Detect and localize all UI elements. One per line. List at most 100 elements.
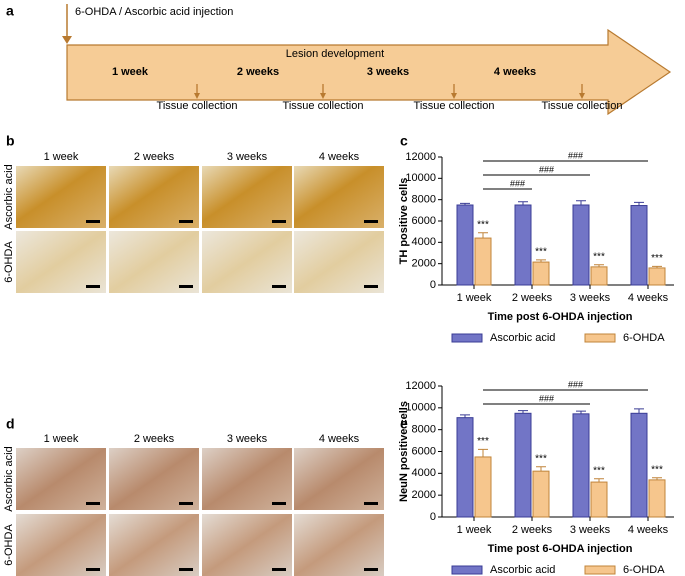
column-label: 4 weeks: [319, 433, 360, 445]
x-tick-label: 3 weeks: [570, 524, 611, 536]
collection-arrow-head: [451, 93, 457, 99]
bar: [532, 470, 550, 518]
column-label: 3 weeks: [227, 433, 268, 445]
micrograph: [16, 448, 106, 510]
collection-label: Tissue collection: [283, 100, 364, 112]
error-bar: [460, 414, 470, 418]
arrow-label: Lesion development: [286, 48, 384, 60]
x-tick-label: 4 weeks: [628, 292, 669, 304]
y-tick-label: 4000: [412, 467, 436, 479]
y-tick-label: 8000: [412, 194, 436, 206]
micrograph: [294, 166, 384, 228]
bracket-label: ###: [568, 379, 583, 389]
x-tick-label: 2 weeks: [512, 292, 553, 304]
collection-label: Tissue collection: [157, 100, 238, 112]
scale-bar: [86, 502, 100, 505]
error-bar: [518, 201, 528, 205]
legend-swatch: [451, 333, 483, 343]
bar: [514, 412, 532, 518]
row-label: Ascorbic acid: [3, 164, 15, 229]
column-label: 4 weeks: [319, 151, 360, 163]
bar: [514, 204, 532, 286]
significance: ***: [593, 465, 605, 476]
bar: [456, 204, 474, 286]
legend-swatch: [584, 333, 616, 343]
error-bar: [652, 265, 662, 268]
scale-bar: [272, 502, 286, 505]
x-tick-label: 3 weeks: [570, 292, 611, 304]
bar: [474, 237, 492, 286]
micrograph: [109, 231, 199, 293]
error-bar: [576, 410, 586, 414]
scale-bar: [86, 285, 100, 288]
micrograph: [294, 514, 384, 576]
micrograph: [202, 231, 292, 293]
scale-bar: [86, 220, 100, 223]
bar: [572, 204, 590, 286]
x-tick-label: 4 weeks: [628, 524, 669, 536]
significance: ***: [593, 251, 605, 262]
micrograph: [16, 231, 106, 293]
bar: [532, 261, 550, 286]
x-tick-label: 1 week: [457, 292, 492, 304]
column-label: 2 weeks: [134, 151, 175, 163]
row-label: 6-OHDA: [3, 241, 15, 283]
scale-bar: [364, 568, 378, 571]
bar: [572, 413, 590, 518]
bracket-label: ###: [539, 164, 554, 174]
injection-arrow-head: [62, 36, 72, 44]
legend-label: 6-OHDA: [623, 332, 665, 344]
bar: [630, 205, 648, 286]
micrograph: [202, 514, 292, 576]
x-tick-label: 2 weeks: [512, 524, 553, 536]
micrograph: [109, 166, 199, 228]
significance: ***: [651, 464, 663, 475]
bar: [474, 456, 492, 518]
error-bar: [536, 466, 546, 472]
error-bar: [460, 202, 470, 205]
bar: [648, 479, 666, 518]
y-tick-label: 10000: [405, 172, 436, 184]
scale-bar: [179, 502, 193, 505]
error-bar: [594, 478, 604, 483]
micrograph: [202, 166, 292, 228]
error-bar: [634, 408, 644, 414]
panel-label: e: [400, 416, 408, 432]
row-label: Ascorbic acid: [3, 446, 15, 511]
y-tick-label: 0: [430, 279, 436, 291]
significance: ***: [535, 247, 547, 258]
collection-label: Tissue collection: [542, 100, 623, 112]
panel-label: a: [6, 3, 14, 19]
collection-arrow-head: [320, 93, 326, 99]
micrograph: [294, 231, 384, 293]
injection-label: 6-OHDA / Ascorbic acid injection: [75, 6, 233, 18]
y-axis-title: TH positive cells: [398, 178, 410, 265]
micrograph: [16, 514, 106, 576]
bar: [648, 267, 666, 286]
panel-label: d: [6, 416, 15, 432]
significance: ***: [477, 219, 489, 230]
micrograph: [109, 514, 199, 576]
collection-arrow-head: [579, 93, 585, 99]
error-bar: [478, 232, 488, 239]
micrograph: [109, 448, 199, 510]
error-bar: [634, 201, 644, 206]
y-tick-label: 6000: [412, 445, 436, 457]
column-label: 3 weeks: [227, 151, 268, 163]
significance: ***: [651, 253, 663, 264]
bar: [590, 481, 608, 518]
micrograph: [294, 448, 384, 510]
micrograph: [202, 448, 292, 510]
week-label: 3 weeks: [367, 66, 409, 78]
x-tick-label: 1 week: [457, 524, 492, 536]
error-bar: [652, 477, 662, 480]
panel-label: c: [400, 133, 408, 149]
bracket-label: ###: [510, 178, 525, 188]
collection-arrow-head: [194, 93, 200, 99]
y-tick-label: 10000: [405, 402, 436, 414]
column-label: 2 weeks: [134, 433, 175, 445]
week-label: 2 weeks: [237, 66, 279, 78]
scale-bar: [272, 220, 286, 223]
y-tick-label: 0: [430, 511, 436, 523]
